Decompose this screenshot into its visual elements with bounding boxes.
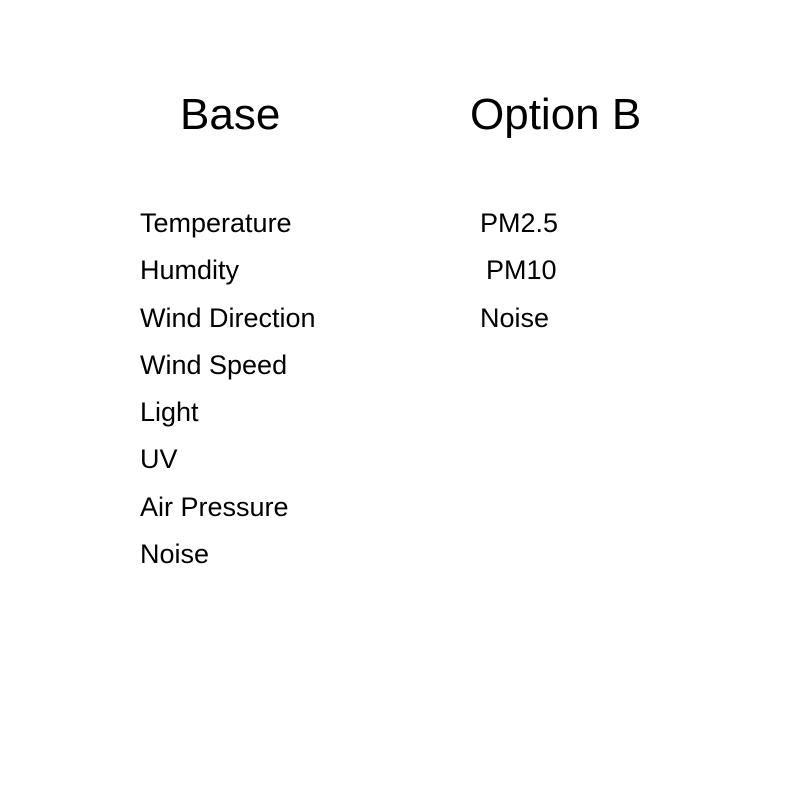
item-list-base: Temperature Humdity Wind Direction Wind … xyxy=(140,200,470,578)
list-item: Air Pressure xyxy=(140,484,470,531)
column-base: Base Temperature Humdity Wind Direction … xyxy=(140,90,470,578)
column-header-base: Base xyxy=(140,90,470,140)
list-item: UV xyxy=(140,436,470,483)
list-item: Light xyxy=(140,389,470,436)
list-item: Noise xyxy=(140,531,470,578)
list-item: PM2.5 xyxy=(480,200,730,247)
columns-container: Base Temperature Humdity Wind Direction … xyxy=(0,0,800,578)
list-item: PM10 xyxy=(480,247,730,294)
list-item: Wind Speed xyxy=(140,342,470,389)
item-list-option-b: PM2.5 PM10 Noise xyxy=(470,200,730,342)
list-item: Humdity xyxy=(140,247,470,294)
list-item: Wind Direction xyxy=(140,295,470,342)
list-item: Noise xyxy=(480,295,730,342)
list-item: Temperature xyxy=(140,200,470,247)
column-header-option-b: Option B xyxy=(470,90,730,140)
column-option-b: Option B PM2.5 PM10 Noise xyxy=(470,90,730,578)
